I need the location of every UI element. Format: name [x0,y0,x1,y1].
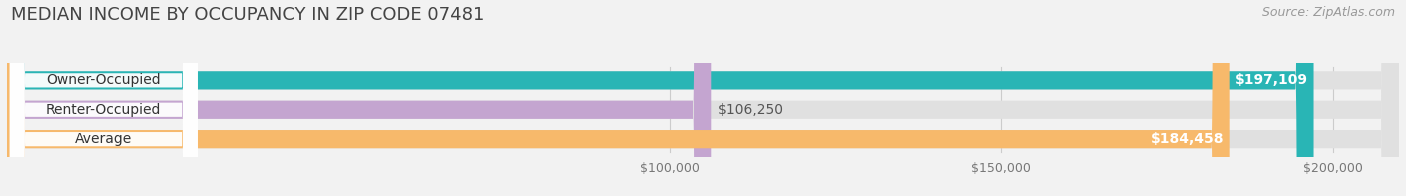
FancyBboxPatch shape [10,0,198,196]
Text: $106,250: $106,250 [718,103,785,117]
FancyBboxPatch shape [7,0,1399,196]
FancyBboxPatch shape [10,0,198,196]
Text: Owner-Occupied: Owner-Occupied [46,73,162,87]
FancyBboxPatch shape [7,0,711,196]
Text: $184,458: $184,458 [1150,132,1225,146]
Text: MEDIAN INCOME BY OCCUPANCY IN ZIP CODE 07481: MEDIAN INCOME BY OCCUPANCY IN ZIP CODE 0… [11,6,485,24]
FancyBboxPatch shape [7,0,1399,196]
FancyBboxPatch shape [7,0,1313,196]
Text: $197,109: $197,109 [1234,73,1308,87]
FancyBboxPatch shape [7,0,1230,196]
Text: Average: Average [75,132,132,146]
FancyBboxPatch shape [10,0,198,196]
Text: Renter-Occupied: Renter-Occupied [46,103,162,117]
Text: Source: ZipAtlas.com: Source: ZipAtlas.com [1261,6,1395,19]
FancyBboxPatch shape [7,0,1399,196]
